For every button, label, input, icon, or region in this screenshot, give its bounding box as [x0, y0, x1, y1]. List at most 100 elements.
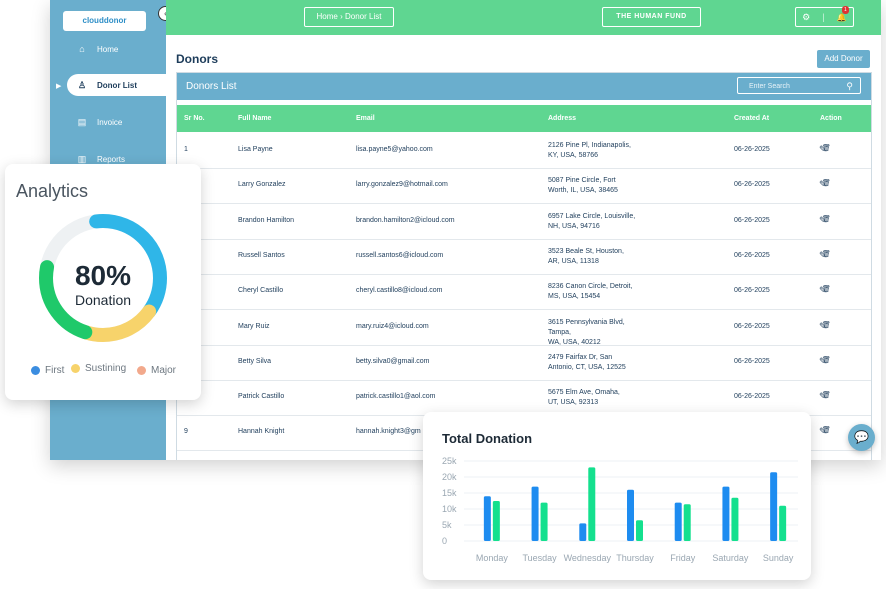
chat-button[interactable]: 💬: [848, 424, 875, 451]
address-line-1: 3523 Beale St, Houston,: [548, 247, 624, 255]
edit-icon[interactable]: ✎: [819, 144, 827, 154]
home-icon: ⌂: [79, 44, 85, 54]
bar-friday-blue: [674, 502, 682, 541]
column-header-address[interactable]: Address: [548, 115, 577, 122]
edit-icon[interactable]: ✎: [819, 285, 827, 296]
y-tick-label: 25k: [442, 456, 457, 466]
edit-icon[interactable]: ✎: [819, 249, 827, 260]
search-input[interactable]: Enter Search ⚲: [737, 77, 861, 94]
invoice-icon: ▤: [77, 116, 87, 127]
address-line-2: MS, USA, 15454: [548, 293, 601, 301]
bar-tuesday-blue: [531, 486, 539, 541]
cell-address: 2479 Fairfax Dr, San Antonio, CT, USA, 12…: [548, 353, 648, 373]
cell-email: brandon.hamilton2@icloud.com: [356, 216, 455, 224]
cell-name: Larry Gonzalez: [238, 181, 286, 189]
table-row: Brandon Hamilton brandon.hamilton2@icloud…: [177, 204, 871, 240]
cell-address: 3523 Beale St, Houston, AR, USA, 11318: [548, 247, 648, 267]
address-line-2: NH, USA, 94716: [548, 222, 600, 230]
chat-icon: 💬: [854, 430, 869, 444]
cell-email: lisa.payne5@yahoo.com: [356, 146, 433, 153]
edit-icon[interactable]: ✎: [819, 426, 827, 437]
column-header-sr[interactable]: Sr No.: [184, 115, 205, 122]
bar-thursday-green: [636, 520, 643, 541]
table-row: Betty Silva betty.silva0@gmail.com 06-26-2…: [177, 345, 871, 381]
notification-bell[interactable]: 🔔 1: [836, 6, 849, 22]
sidebar-item-home[interactable]: ⌂ Home: [67, 38, 166, 60]
cell-created: 06-26-2025: [734, 357, 770, 365]
table-row: Cheryl Castillo cheryl.castillo8@icloud.c…: [177, 274, 871, 311]
column-header-email[interactable]: Email: [356, 115, 375, 122]
x-tick-label: Friday: [670, 553, 696, 563]
search-icon[interactable]: ⚲: [846, 81, 853, 91]
address-line-1: 8236 Canon Circle, Detroit,: [548, 283, 633, 291]
user-icon: ♙: [77, 79, 87, 90]
delete-icon[interactable]: 🗑: [822, 215, 831, 223]
sidebar-item-label: Donor List: [97, 80, 137, 90]
settings-icon[interactable]: ⚙: [802, 11, 811, 22]
bar-monday-green: [492, 501, 500, 541]
column-header-created[interactable]: Created At: [734, 115, 770, 122]
legend-label: Sustining: [85, 363, 127, 374]
sidebar-item-label: Home: [97, 44, 119, 54]
column-header-name[interactable]: Full Name: [238, 115, 272, 122]
legend-dot: [71, 364, 80, 373]
edit-icon[interactable]: ✎: [819, 355, 827, 366]
donation-percent-label: Donation: [74, 292, 132, 308]
delete-icon[interactable]: 🗑: [822, 321, 831, 329]
donut-segment-yellow: [39, 214, 167, 342]
cell-name: Patrick Castillo: [238, 393, 285, 401]
delete-icon[interactable]: 🗑: [822, 286, 831, 294]
y-tick-label: 0: [442, 536, 447, 546]
bell-icon: 🔔: [836, 13, 847, 22]
bar-friday-green: [683, 504, 691, 541]
bar-sunday-green: [779, 505, 787, 541]
edit-icon[interactable]: ✎: [819, 320, 827, 331]
legend-label: First: [45, 365, 65, 376]
legend-item-sustining: Sustining: [71, 363, 126, 374]
address-line-1: 3615 Pennsylvania Blvd, Tampa,: [548, 318, 625, 336]
edit-icon[interactable]: ✎: [819, 179, 827, 190]
table-row: Larry Gonzalez larry.gonzalez9@hotmail.co…: [177, 168, 871, 205]
x-tick-label: Sunday: [763, 553, 794, 563]
delete-icon[interactable]: 🗑: [822, 356, 831, 364]
delete-icon[interactable]: 🗑: [822, 180, 831, 188]
y-tick-label: 5k: [442, 520, 452, 530]
bar-saturday-green: [731, 497, 739, 541]
logo[interactable]: clouddonor: [63, 11, 146, 31]
legend-item-major: Major: [137, 365, 176, 376]
bar-saturday-blue: [722, 486, 730, 541]
cell-name: Hannah Knight: [238, 428, 285, 436]
organization-button[interactable]: THE HUMAN FUND: [602, 7, 701, 27]
cell-email: larry.gonzalez9@hotmail.com: [356, 181, 448, 189]
bar-sunday-blue: [770, 472, 778, 541]
donation-percent: 80%: [74, 260, 132, 291]
cell-name: Brandon Hamilton: [238, 216, 295, 224]
bar-wednesday-green: [588, 467, 596, 541]
sidebar-item-donor-list[interactable]: ♙ Donor List: [67, 74, 166, 96]
sidebar-item-reports[interactable]: ▥ Reports: [67, 148, 166, 170]
cell-address: 5675 Elm Ave, Omaha, UT, USA, 92313: [548, 388, 648, 408]
delete-icon[interactable]: 🗑: [822, 145, 831, 152]
address-line-2: KY, USA, 58766: [548, 152, 599, 159]
cell-address: 2126 Pine Pl, Indianapolis, KY, USA, 5876…: [548, 141, 648, 161]
bar-thursday-blue: [627, 489, 634, 541]
edit-icon[interactable]: ✎: [819, 214, 827, 225]
divider: |: [822, 12, 825, 22]
donors-list-card: Donors List Enter Search ⚲ Sr No. Full N…: [176, 72, 872, 460]
address-line-1: 5087 Pine Circle, Fort: [548, 177, 616, 185]
donors-list-header: Donors List Enter Search ⚲: [177, 73, 871, 100]
delete-icon[interactable]: 🗑: [822, 427, 831, 435]
address-line-1: 6957 Lake Circle, Louisville,: [548, 212, 636, 220]
cell-created: 06-26-2025: [734, 287, 770, 295]
sidebar-item-invoice[interactable]: ▤ Invoice: [67, 111, 166, 133]
delete-icon[interactable]: 🗑: [822, 392, 831, 400]
cell-address: 3615 Pennsylvania Blvd, Tampa, WA, USA, 4…: [548, 318, 648, 348]
legend-item-first: First: [31, 365, 64, 376]
delete-icon[interactable]: 🗑: [822, 250, 831, 258]
total-donation-card: Total Donation 0 5k 10k 15k 20k 25k Monday Tues…: [423, 412, 811, 580]
edit-icon[interactable]: ✎: [819, 391, 827, 402]
breadcrumb[interactable]: Home › Donor List: [304, 7, 394, 27]
top-icons-group: ⚙ | 🔔 1: [795, 6, 854, 27]
cell-created: 06-26-2025: [734, 251, 770, 259]
add-donor-button[interactable]: Add Donor: [817, 50, 870, 68]
